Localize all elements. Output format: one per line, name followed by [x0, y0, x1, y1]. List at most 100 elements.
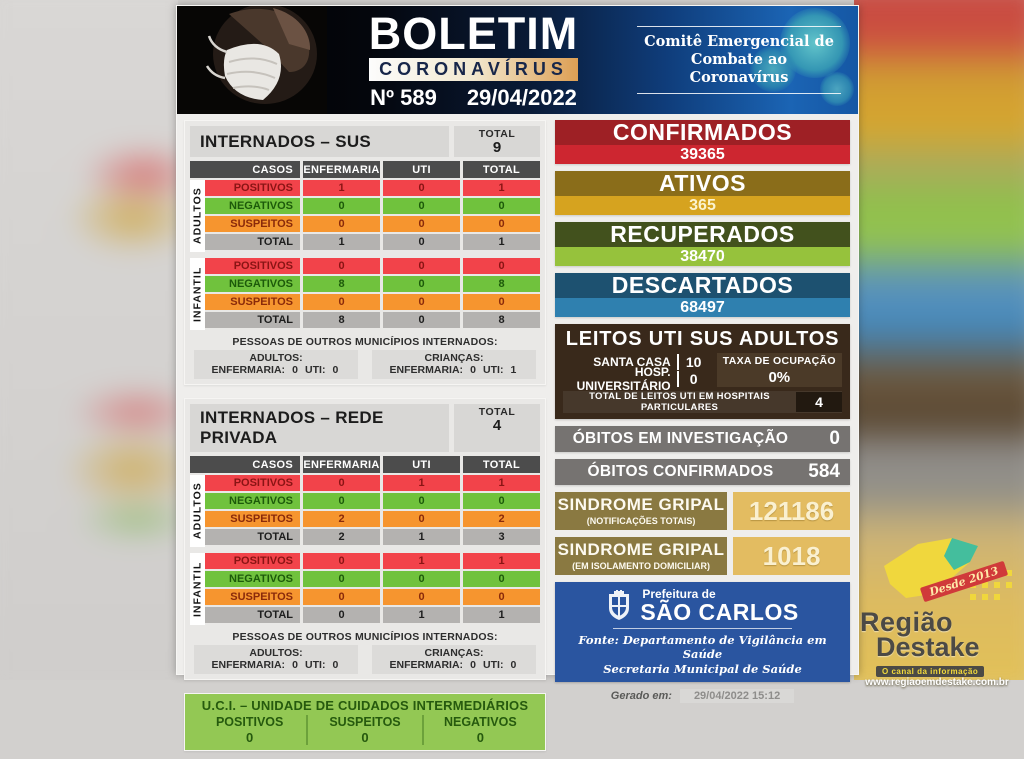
table-row: SUSPEITOS 2 0 2 — [205, 511, 540, 527]
group-infantil: INFANTIL POSITIVOS 0 1 1 NEGATIVOS 0 0 — [190, 553, 540, 625]
cell-enfermaria: 0 — [303, 553, 380, 569]
table-row: SUSPEITOS 0 0 0 — [205, 216, 540, 232]
virus-icon — [750, 46, 796, 92]
uti-value: 0 — [510, 659, 517, 671]
masked-man-illustration — [177, 6, 327, 114]
confirmados-banner: CONFIRMADOS 39365 — [555, 120, 850, 164]
divider — [613, 628, 792, 629]
cell-enfermaria: 0 — [303, 493, 380, 509]
row-label: POSITIVOS — [205, 553, 300, 569]
group-label-adultos: ADULTOS — [190, 180, 205, 252]
bulletin-body: INTERNADOS – SUS TOTAL 9 CASOS ENFERMARI… — [177, 114, 858, 759]
row-label: TOTAL — [205, 529, 300, 545]
regiao-destake-logo: Desde 2013 Região Destake O canal da inf… — [850, 538, 1022, 688]
generated-at-row: Gerado em: 29/04/2022 15:12 — [555, 689, 850, 704]
cell-uti: 1 — [383, 529, 460, 545]
watermark-url: www.regiaoemdestake.com.br — [865, 677, 1009, 688]
uti-value: 0 — [332, 659, 339, 671]
leitos-total-label: TOTAL DE LEITOS UTI EM HOSPITAIS PARTICU… — [589, 391, 770, 413]
cell-enfermaria: 8 — [303, 276, 380, 292]
uti-value: 0 — [332, 364, 339, 376]
cell-uti: 0 — [383, 216, 460, 232]
header-title-block: BOLETIM CORONAVÍRUS Nº 589 29/04/2022 — [327, 6, 620, 114]
bulletin-subtitle: CORONAVÍRUS — [369, 58, 578, 81]
obitos-confirmados-value: 584 — [808, 461, 840, 482]
cell-total: 1 — [463, 607, 540, 623]
col-header-enfermaria: ENFERMARIA — [303, 161, 380, 178]
group-infantil: INFANTIL POSITIVOS 0 0 0 NEGATIVOS 8 0 — [190, 258, 540, 330]
row-label: TOTAL — [205, 312, 300, 328]
leitos-total-row: TOTAL DE LEITOS UTI EM HOSPITAIS PARTICU… — [563, 391, 842, 413]
table-header-row: CASOS ENFERMARIA UTI TOTAL — [190, 161, 540, 178]
cell-enfermaria: 0 — [303, 571, 380, 587]
bulletin-edition-date: Nº 589 29/04/2022 — [370, 85, 577, 111]
col-header-total: TOTAL — [463, 456, 540, 473]
other-children-box: CRIANÇAS: ENFERMARIA: 0 UTI: 0 — [372, 645, 536, 674]
col-header-total: TOTAL — [463, 161, 540, 178]
table-row: POSITIVOS 1 0 1 — [205, 180, 540, 196]
col-header-uti: UTI — [383, 161, 460, 178]
other-adults-box: ADULTOS: ENFERMARIA: 0 UTI: 0 — [194, 350, 358, 379]
city-crest-icon — [609, 589, 630, 620]
uti-label: UTI: — [483, 659, 504, 671]
cell-enfermaria: 8 — [303, 312, 380, 328]
cell-uti: 0 — [383, 276, 460, 292]
section-total-label: TOTAL — [478, 406, 516, 418]
cell-enfermaria: 0 — [303, 258, 380, 274]
obitos-confirmados-bar: ÓBITOS CONFIRMADOS 584 — [555, 459, 850, 485]
uci-col-label: POSITIVOS — [215, 715, 284, 729]
section-title: INTERNADOS – SUS — [190, 126, 449, 157]
descartados-label: DESCARTADOS — [555, 273, 850, 298]
section-total-box: TOTAL 9 — [454, 126, 540, 157]
table-header-row: CASOS ENFERMARIA UTI TOTAL — [190, 456, 540, 473]
sindrome-label: SINDROME GRIPAL — [557, 495, 725, 514]
cell-uti: 0 — [383, 493, 460, 509]
fonte-line1: Fonte: Departamento de Vigilância em Saú… — [578, 633, 827, 662]
recuperados-banner: RECUPERADOS 38470 — [555, 222, 850, 266]
other-children-values: ENFERMARIA: 0 UTI: 0 — [376, 659, 532, 671]
sindrome-gripal-total: SINDROME GRIPAL (NOTIFICAÇÕES TOTAIS) 12… — [555, 492, 850, 530]
cell-enfermaria: 2 — [303, 529, 380, 545]
left-column: INTERNADOS – SUS TOTAL 9 CASOS ENFERMARI… — [184, 120, 546, 751]
cell-total: 0 — [463, 198, 540, 214]
row-label: NEGATIVOS — [205, 276, 300, 292]
group-label-adultos: ADULTOS — [190, 475, 205, 547]
cell-total: 1 — [463, 180, 540, 196]
other-adults-values: ENFERMARIA: 0 UTI: 0 — [198, 659, 354, 671]
taxa-ocupacao-box: TAXA DE OCUPAÇÃO 0% — [716, 353, 842, 387]
hosp-universitario-row: HOSP. UNIVERSITÁRIO 0 — [563, 365, 709, 393]
cell-total: 0 — [463, 589, 540, 605]
uci-col-value: 0 — [246, 730, 254, 745]
cell-total: 8 — [463, 312, 540, 328]
other-municipalities-title: PESSOAS DE OUTROS MUNICÍPIOS INTERNADOS: — [232, 336, 498, 348]
bulletin-header: BOLETIM CORONAVÍRUS Nº 589 29/04/2022 Co… — [177, 6, 858, 114]
enfermaria-label: ENFERMARIA: — [389, 364, 464, 376]
uci-col-value: 0 — [476, 730, 484, 745]
cell-uti: 0 — [383, 198, 460, 214]
row-label: POSITIVOS — [205, 180, 300, 196]
santa-casa-label: SANTA CASA — [593, 354, 671, 369]
santa-casa-value: 10 — [676, 353, 709, 370]
enfermaria-value: 0 — [292, 659, 298, 671]
row-label: NEGATIVOS — [205, 493, 300, 509]
other-municipalities-title: PESSOAS DE OUTROS MUNICÍPIOS INTERNADOS: — [232, 631, 498, 643]
section-total-value: 9 — [492, 139, 502, 156]
cell-uti: 0 — [383, 571, 460, 587]
section-title: INTERNADOS – REDE PRIVADA — [190, 404, 449, 452]
cell-uti: 0 — [383, 180, 460, 196]
col-header-casos: CASOS — [190, 161, 300, 178]
col-header-enfermaria: ENFERMARIA — [303, 456, 380, 473]
enfermaria-label: ENFERMARIA: — [211, 364, 286, 376]
group-rows: POSITIVOS 0 0 0 NEGATIVOS 8 0 8 SUSP — [205, 258, 540, 330]
uci-col-label: SUSPEITOS — [329, 715, 401, 729]
cell-total: 2 — [463, 511, 540, 527]
cell-total: 8 — [463, 276, 540, 292]
hosp-universitario-label: HOSP. UNIVERSITÁRIO — [576, 364, 671, 393]
enfermaria-label: ENFERMARIA: — [389, 659, 464, 671]
committee-line2: Combate ao Coronavírus — [689, 50, 789, 87]
prefeitura-name: Prefeitura de SÃO CARLOS — [640, 587, 798, 624]
other-children-box: CRIANÇAS: ENFERMARIA: 0 UTI: 1 — [372, 350, 536, 379]
table-row: TOTAL 2 1 3 — [205, 529, 540, 545]
cell-uti: 0 — [383, 511, 460, 527]
uci-positivos: POSITIVOS 0 — [193, 715, 306, 745]
